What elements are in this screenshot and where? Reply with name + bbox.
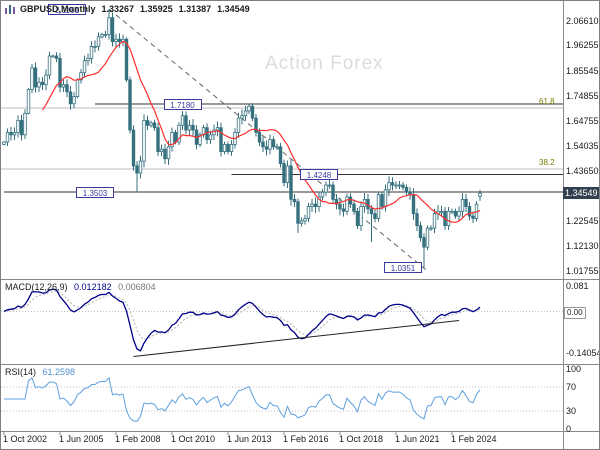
price-chart-panel[interactable] [1, 1, 563, 279]
macd-panel[interactable] [1, 280, 563, 364]
rsi-panel[interactable] [1, 365, 563, 431]
price-scale[interactable] [563, 1, 599, 431]
time-scale[interactable] [1, 431, 563, 449]
